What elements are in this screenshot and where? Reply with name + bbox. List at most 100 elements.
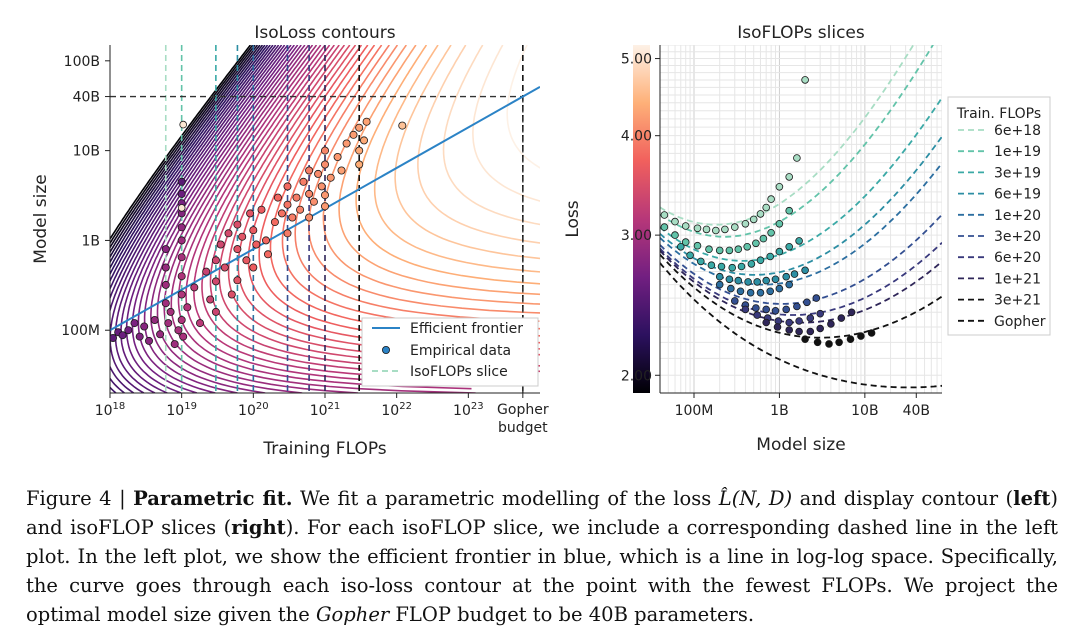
empirical-point bbox=[195, 319, 204, 328]
left-legend: Efficient frontier Empirical data IsoFLO… bbox=[361, 317, 539, 387]
isoflop-point-3e+19 bbox=[756, 256, 765, 265]
caption-text-2: and display contour ( bbox=[792, 487, 1014, 510]
empirical-point bbox=[227, 290, 236, 299]
caption-gopher: Gopher bbox=[315, 603, 390, 626]
isoloss-contour bbox=[110, 45, 261, 259]
right-legend-title: Train. FLOPs bbox=[956, 106, 1041, 122]
isoflop-curve-1e+20 bbox=[660, 162, 942, 286]
empirical-point bbox=[273, 193, 282, 202]
isoflop-point-6e+18 bbox=[730, 223, 739, 231]
isoloss-contour bbox=[201, 45, 507, 377]
empirical-point bbox=[177, 177, 186, 186]
empirical-point bbox=[320, 191, 329, 200]
right-x-tick-label: 100M bbox=[675, 403, 714, 419]
isoflop-point-6e+18 bbox=[660, 211, 669, 219]
left-y-tick-label: 100B bbox=[64, 54, 100, 70]
left-y-tick-label: 10B bbox=[73, 144, 100, 160]
isoflop-point-3e+19 bbox=[696, 257, 705, 266]
empirical-point bbox=[257, 205, 266, 214]
empirical-point bbox=[305, 189, 314, 198]
isoflop-point-1e+20 bbox=[756, 288, 765, 297]
legend-empirical-label: Empirical data bbox=[410, 343, 511, 359]
caption-text-4: ). For each isoFLOP slice, we include a … bbox=[26, 516, 1059, 626]
isoloss-contour bbox=[209, 45, 540, 373]
empirical-point bbox=[246, 209, 255, 218]
isoflop-point-1e+21 bbox=[806, 327, 815, 336]
right-chart-title: IsoFLOPs slices bbox=[737, 23, 865, 43]
isoflop-point-6e+20 bbox=[795, 317, 803, 325]
empirical-point bbox=[288, 213, 297, 222]
isoflop-point-1e+21 bbox=[773, 323, 782, 331]
empirical-point bbox=[161, 280, 170, 289]
isoloss-contour bbox=[110, 45, 256, 249]
empirical-point bbox=[164, 319, 173, 328]
empirical-point bbox=[242, 256, 251, 265]
isoloss-contour bbox=[131, 45, 295, 393]
isoflop-point-3e+19 bbox=[737, 262, 746, 271]
right-y-tick-label: 5.00 bbox=[621, 52, 652, 68]
isoloss-contour bbox=[394, 45, 540, 260]
isoflop-point-1e+19 bbox=[767, 229, 775, 237]
isoflop-point-3e+19 bbox=[686, 251, 694, 260]
isoflop-point-6e+18 bbox=[671, 217, 679, 226]
isoloss-contour bbox=[150, 45, 306, 393]
isoflop-point-1e+21 bbox=[785, 326, 793, 334]
right-y-ticks: 2.00 3.00 4.00 5.00 bbox=[621, 52, 660, 384]
isoloss-contour bbox=[218, 45, 540, 367]
empirical-point bbox=[170, 340, 179, 349]
empirical-point bbox=[211, 307, 220, 316]
empirical-point bbox=[177, 272, 186, 281]
right-x-ticks: 100M 1B 10B 40B bbox=[675, 393, 930, 419]
empirical-point bbox=[283, 229, 292, 238]
isoflop-point-3e+20 bbox=[752, 304, 760, 312]
isoflop-curve-6e+20 bbox=[660, 242, 942, 316]
legend-isoflop-label: IsoFLOPs slice bbox=[410, 364, 508, 380]
isoflop-point-3e+19 bbox=[728, 263, 736, 272]
left-x-tick-label: 1018 bbox=[95, 401, 126, 419]
left-x-ticks: 1018 1019 1020 1021 1022 1023 bbox=[95, 393, 524, 419]
isoflop-point-1e+19 bbox=[671, 231, 679, 239]
isoflop-point-1e+20 bbox=[736, 287, 745, 296]
empirical-point bbox=[362, 117, 371, 126]
empirical-point bbox=[130, 319, 139, 328]
isoflop-point-1e+21 bbox=[847, 308, 856, 317]
isoflop-point-6e+20 bbox=[816, 309, 824, 318]
right-chart: IsoFLOPs slices 100M 1B 10B 40B 2.00 3.00 4.0… bbox=[563, 23, 1051, 455]
isoflop-point-6e+18 bbox=[741, 220, 750, 228]
isoflop-point-3e+21 bbox=[835, 338, 843, 347]
isoflop-point-1e+20 bbox=[775, 284, 784, 293]
isoflop-point-6e+18 bbox=[756, 210, 765, 218]
isoflop-point-1e+20 bbox=[746, 288, 755, 297]
isoflop-curve-3e+21 bbox=[660, 253, 942, 339]
isoflop-point-6e+18 bbox=[793, 154, 801, 162]
empirical-point bbox=[320, 146, 329, 155]
empirical-point bbox=[190, 283, 199, 292]
isoflop-point-1e+19 bbox=[785, 206, 793, 215]
empirical-point bbox=[174, 326, 183, 335]
isoflop-curve-3e+20 bbox=[660, 213, 942, 305]
empirical-point bbox=[320, 160, 329, 169]
empirical-point bbox=[252, 240, 261, 249]
empirical-point bbox=[270, 218, 279, 227]
isoflop-point-6e+20 bbox=[785, 318, 793, 327]
isoflop-point-6e+19 bbox=[762, 276, 770, 285]
right-legend-label-1e+20: 1e+20 bbox=[994, 208, 1041, 224]
empirical-point bbox=[398, 121, 407, 130]
caption-title: Parametric fit. bbox=[133, 487, 293, 510]
isoloss-contour bbox=[110, 45, 280, 393]
isoflop-point-1e+20 bbox=[726, 284, 735, 293]
isoflop-point-1e+19 bbox=[743, 243, 751, 251]
left-x-tick-label: 1023 bbox=[453, 401, 484, 419]
isoflop-point-1e+19 bbox=[752, 239, 760, 248]
isoflop-point-1e+21 bbox=[837, 314, 846, 322]
isoflop-point-1e+19 bbox=[681, 238, 690, 246]
isoflop-point-6e+19 bbox=[744, 278, 752, 286]
empirical-point bbox=[305, 166, 314, 175]
isoflop-point-6e+20 bbox=[806, 314, 815, 322]
right-x-tick-label: 1B bbox=[770, 403, 789, 419]
empirical-point bbox=[342, 139, 351, 148]
isoflop-point-3e+19 bbox=[676, 243, 685, 251]
empirical-point-highlight bbox=[179, 120, 188, 129]
empirical-point bbox=[202, 267, 211, 276]
caption-right: right bbox=[231, 516, 286, 539]
